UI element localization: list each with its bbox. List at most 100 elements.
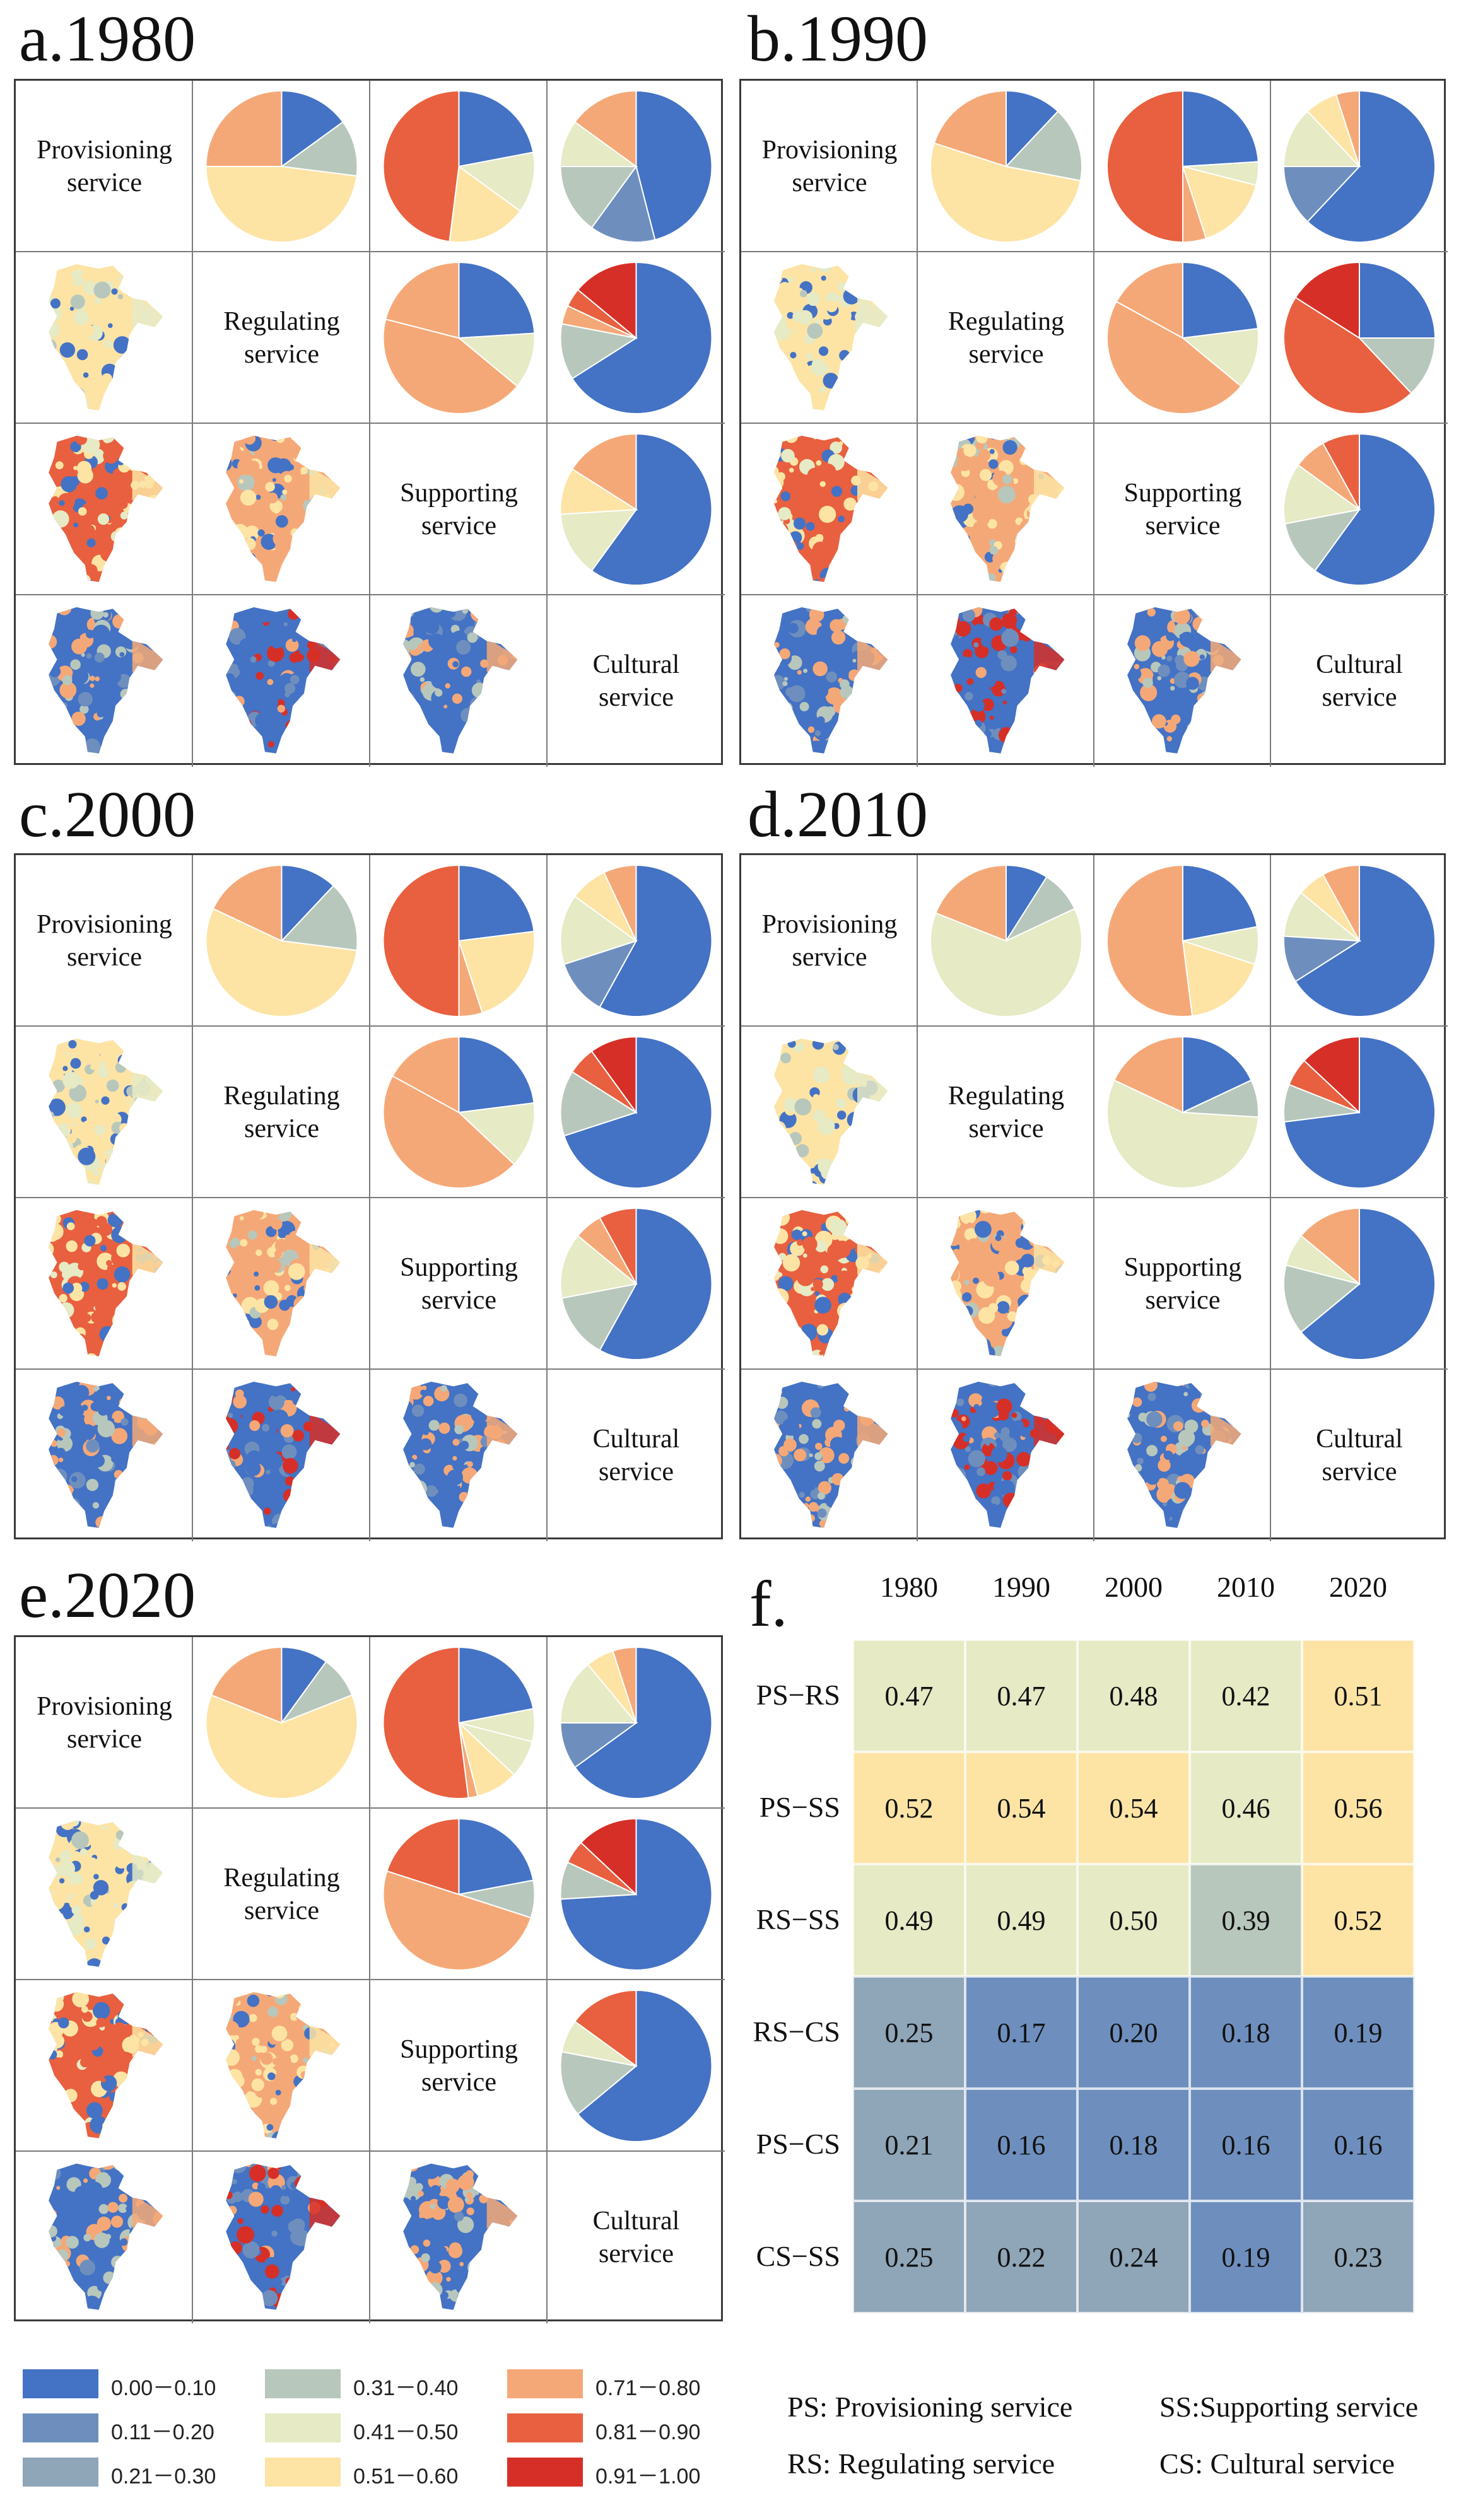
matrix-cell: [918, 855, 1094, 1027]
matrix-cell: [370, 855, 548, 1027]
heatmap-cell: 0.48: [1077, 1640, 1190, 1752]
pie-e-ss-cs-slice-0: [577, 1989, 713, 2142]
map-a-rs-cs: [226, 607, 341, 754]
map-c-ps-rs: [49, 1038, 163, 1185]
diag-label-line: Supporting: [400, 479, 518, 508]
pie-c-ss-cs-slice-1: [561, 1283, 638, 1351]
pie-d-ss-cs-slice-0: [1300, 1207, 1436, 1360]
heatmap-col-label: 1980: [880, 1571, 938, 1603]
pie-b-ps-cs-slice-4: [1335, 90, 1360, 167]
diag-label-line: Provisioning: [37, 136, 172, 165]
heatmap-cell: 0.54: [965, 1752, 1077, 1864]
map-b-rs-ss: [951, 435, 1065, 582]
matrix-cell: [16, 252, 193, 424]
matrix-panel-d: Provisioning service Regulating service Supp…: [739, 853, 1448, 1541]
pie-e-ps-cs-slice-1: [560, 1722, 638, 1768]
diag-label-rs: Regulating service: [918, 305, 1094, 371]
diag-label-ss: Supporting service: [1094, 1251, 1271, 1317]
heatmap-cell: 0.22: [965, 2201, 1077, 2313]
legend-swatch: [265, 2458, 341, 2487]
pie-b-rs-ss-slice-0: [1182, 261, 1259, 339]
matrix-cell: [16, 1809, 193, 1980]
pie-c-ss-cs-slice-2: [560, 1235, 638, 1299]
diag-label-line: Supporting: [1123, 479, 1242, 508]
pie-a-ps-rs-slice-0: [281, 90, 344, 168]
matrix-cell: [370, 1027, 548, 1198]
matrix-cell: [1094, 1198, 1271, 1370]
diag-label-line: Cultural: [1316, 1425, 1403, 1454]
pie-a-ps-cs-slice-0: [635, 90, 713, 241]
pie-c-ps-ss-slice-0: [458, 864, 535, 942]
diag-label-line: service: [421, 511, 496, 540]
map-d-ps-ss: [774, 1210, 888, 1356]
pie-a-ss-cs-slice-3: [571, 433, 637, 511]
heatmap-cell: 0.19: [1190, 2201, 1302, 2313]
matrix-cell: [193, 2152, 370, 2323]
diag-label-ss: Supporting service: [370, 477, 548, 542]
pie-d-ps-rs-slice-3: [935, 864, 1007, 942]
legend-label: 0.81－0.90: [595, 2420, 701, 2444]
pie-c-ss-cs-slice-4: [599, 1207, 637, 1285]
pie-b-ss-cs-slice-2: [1283, 464, 1361, 525]
matrix-cell: [370, 81, 548, 252]
pie-d-rs-cs-slice-3: [1303, 1035, 1360, 1114]
pie-d-ps-cs-slice-0: [1294, 864, 1436, 1017]
matrix-cell: [16, 81, 193, 252]
matrix-cell: [1094, 424, 1271, 595]
diag-label-ps: Provisioning service: [741, 908, 918, 974]
heatmap-cell: 0.49: [853, 1864, 965, 1976]
heatmap-cell: 0.19: [1302, 1976, 1414, 2089]
abbr-ss: SS:Supporting service: [1159, 2391, 1419, 2423]
diag-label-line: Regulating: [223, 1864, 340, 1893]
heatmap-cell: 0.16: [965, 2089, 1077, 2201]
diag-label-line: service: [67, 168, 142, 197]
pie-e-rs-ss-slice-0: [458, 1817, 534, 1896]
legend-swatch: [507, 2369, 583, 2398]
diag-label-ss: Supporting service: [1094, 477, 1271, 542]
matrix-cell: [193, 1027, 370, 1198]
map-e-rs-cs: [226, 2163, 341, 2310]
diag-label-cs: Cultural service: [548, 2205, 725, 2270]
heatmap-cell: 0.25: [853, 1976, 965, 2089]
heatmap-cell: 0.25: [853, 2201, 965, 2313]
heatmap-cell: 0.47: [853, 1640, 965, 1752]
matrix-panel-e: Provisioning service Regulating service Supp…: [14, 1635, 725, 2323]
pie-b-rs-ss-slice-2: [1106, 300, 1242, 414]
matrix-cell: [1271, 1027, 1448, 1198]
matrix-cell: [548, 1027, 725, 1198]
pie-b-rs-cs-slice-2: [1283, 296, 1412, 415]
diag-label-line: service: [1322, 683, 1397, 712]
matrix-cell: [918, 1027, 1094, 1198]
matrix-cell: [1271, 252, 1448, 424]
diag-label-line: service: [244, 340, 319, 369]
pie-b-rs-cs-slice-0: [1359, 261, 1436, 339]
diag-label-ps: Provisioning service: [741, 134, 918, 199]
map-a-rs-ss: [226, 435, 341, 582]
legend-label: 0.21－0.30: [111, 2465, 216, 2488]
heatmap-col-label: 2020: [1329, 1571, 1387, 1603]
heatmap-cell: 0.20: [1077, 1976, 1190, 2089]
legend-swatch: [23, 2369, 98, 2398]
diag-label-line: Regulating: [947, 307, 1065, 336]
legend-label: 0.41－0.50: [353, 2420, 459, 2444]
legend-swatch: [507, 2458, 583, 2487]
matrix-cell: [370, 1809, 548, 1980]
pie-a-ps-ss-slice-2: [449, 165, 521, 243]
matrix-cell: [193, 1637, 370, 1809]
diag-label-line: service: [599, 683, 674, 712]
matrix-cell: [741, 595, 918, 767]
pie-e-ss-cs-slice-1: [560, 2051, 638, 2115]
map-b-ps-cs: [774, 607, 888, 754]
map-b-ps-ss: [774, 435, 888, 582]
pie-b-ps-rs-slice-3: [933, 90, 1007, 168]
matrix-cell: [1094, 855, 1271, 1027]
map-b-rs-cs: [951, 607, 1065, 754]
matrix-cell: [193, 1980, 370, 2152]
pie-d-ps-cs-slice-2: [1283, 892, 1362, 942]
pie-a-ss-cs-slice-0: [590, 433, 713, 586]
pie-c-rs-ss-slice-3: [391, 1035, 460, 1114]
pie-b-rs-ss-slice-1: [1181, 327, 1259, 387]
diag-label-line: service: [792, 943, 867, 972]
diag-label-cs: Cultural service: [548, 648, 725, 714]
pie-a-ps-cs-slice-2: [560, 166, 638, 229]
